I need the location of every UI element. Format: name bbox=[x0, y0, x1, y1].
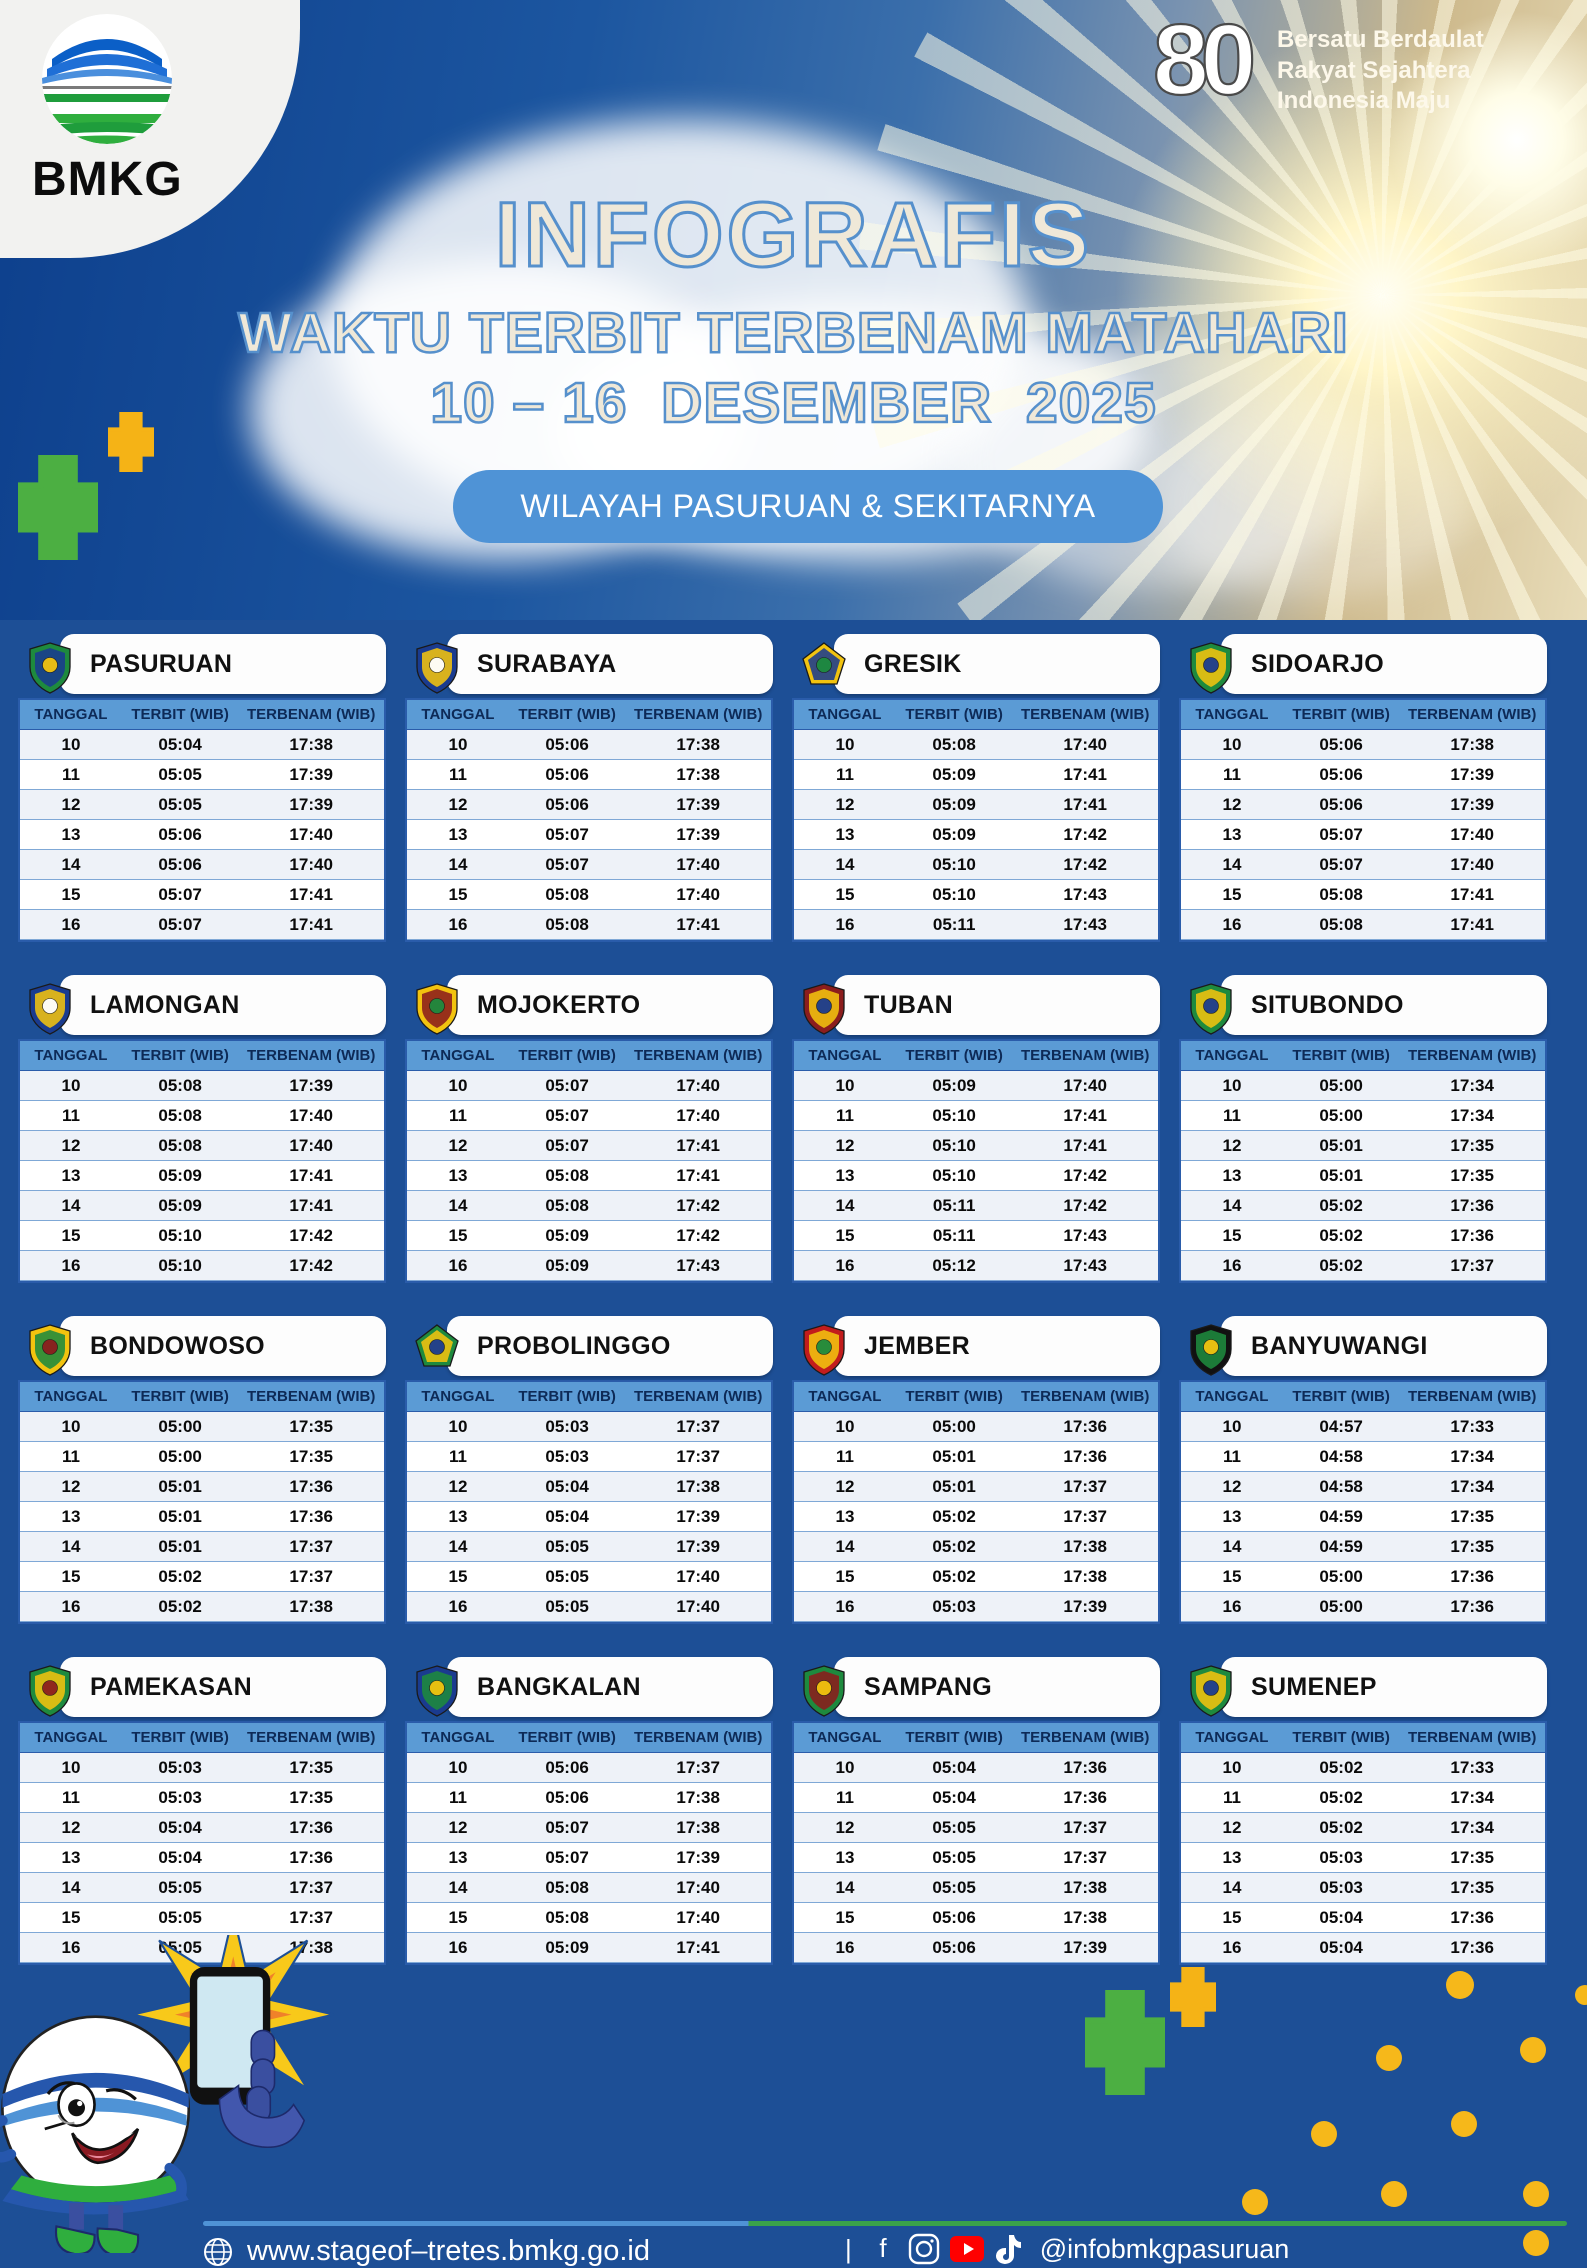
svg-text:f: f bbox=[879, 2234, 887, 2263]
